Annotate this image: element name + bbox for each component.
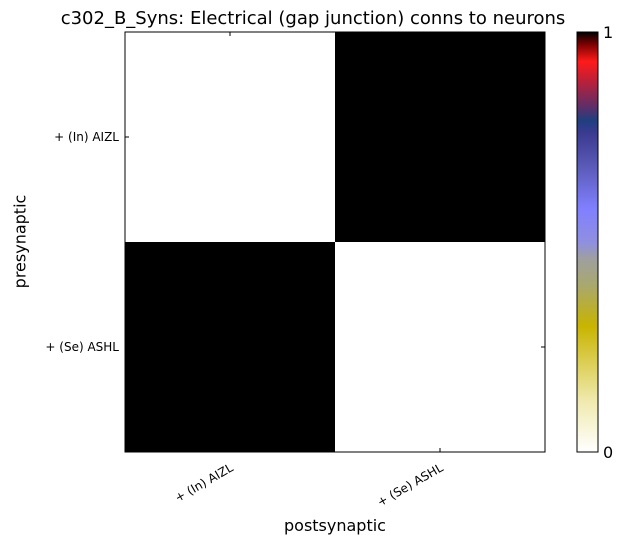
heatmap-cell (335, 242, 545, 452)
y-tick-label: + (In) AIZL (54, 130, 119, 144)
x-tick-label: + (Se) ASHL (375, 460, 446, 509)
heatmap-cell (125, 32, 335, 242)
colorbar-tick-label: 0 (603, 443, 613, 462)
plot-frame (124, 31, 546, 453)
heatmap-cell (335, 32, 545, 242)
y-axis-label: presynaptic (10, 194, 30, 289)
x-tick-label: + (In) AIZL (172, 460, 235, 505)
heatmap-cell (125, 242, 335, 452)
y-tick-label: + (Se) ASHL (45, 340, 119, 354)
colorbar-tick-label: 1 (603, 23, 613, 42)
chart-title: c302_B_Syns: Electrical (gap junction) c… (60, 8, 566, 29)
x-axis-label: postsynaptic (284, 516, 386, 535)
colorbar (576, 31, 599, 453)
